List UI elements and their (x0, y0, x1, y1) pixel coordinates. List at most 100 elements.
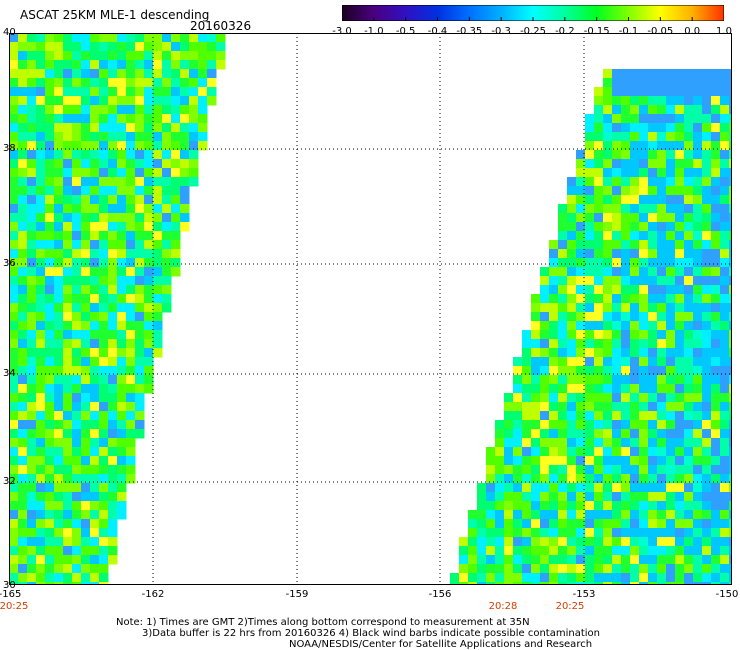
swath-cell (81, 105, 91, 115)
swath-cell (216, 42, 226, 52)
swath-cell (711, 294, 721, 304)
swath-map (9, 33, 732, 585)
swath-cell (90, 564, 100, 574)
swath-cell (711, 582, 721, 585)
swath-cell (729, 492, 732, 502)
swath-cell (135, 303, 145, 313)
swath-cell (144, 96, 154, 106)
swath-cell (639, 456, 649, 466)
swath-cell (675, 96, 685, 106)
swath-cell (729, 573, 732, 583)
swath-cell (621, 582, 631, 585)
swath-cell (63, 438, 73, 448)
swath-cell (108, 339, 118, 349)
swath-cell (36, 564, 46, 574)
swath-cell (621, 177, 631, 187)
swath-cell (99, 42, 109, 52)
swath-cell (720, 303, 730, 313)
swath-cell (657, 69, 667, 79)
swath-cell (45, 537, 55, 547)
swath-cell (522, 402, 532, 412)
swath-cell (558, 456, 568, 466)
swath-cell (504, 465, 514, 475)
swath-cell (621, 393, 631, 403)
swath-cell (153, 339, 163, 349)
swath-cell (639, 186, 649, 196)
swath-cell (153, 177, 163, 187)
swath-cell (720, 96, 730, 106)
swath-cell (198, 51, 208, 61)
swath-cell (693, 303, 703, 313)
swath-cell (54, 429, 64, 439)
swath-cell (684, 186, 694, 196)
swath-cell (117, 339, 127, 349)
swath-cell (684, 204, 694, 214)
swath-cell (18, 168, 28, 178)
swath-cell (702, 339, 712, 349)
swath-cell (18, 492, 28, 502)
swath-cell (540, 492, 550, 502)
swath-cell (648, 150, 658, 160)
swath-cell (90, 573, 100, 583)
swath-cell (27, 555, 37, 565)
swath-cell (675, 195, 685, 205)
swath-cell (99, 195, 109, 205)
swath-cell (153, 348, 163, 358)
swath-cell (639, 555, 649, 565)
swath-cell (684, 555, 694, 565)
swath-cell (585, 393, 595, 403)
swath-cell (693, 96, 703, 106)
swath-cell (108, 537, 118, 547)
colorbar-label: -0.05 (647, 26, 674, 37)
swath-cell (171, 168, 181, 178)
swath-cell (135, 357, 145, 367)
swath-cell (162, 69, 172, 79)
swath-cell (639, 474, 649, 484)
swath-cell (144, 258, 154, 268)
swath-cell (513, 519, 523, 529)
swath-cell (72, 87, 82, 97)
swath-cell (108, 141, 118, 151)
swath-cell (648, 159, 658, 169)
swath-cell (27, 60, 37, 70)
swath-cell (54, 96, 64, 106)
swath-cell (108, 204, 118, 214)
swath-cell (630, 330, 640, 340)
swath-cell (630, 321, 640, 331)
swath-cell (9, 366, 19, 376)
swath-cell (153, 186, 163, 196)
swath-cell (135, 195, 145, 205)
swath-cell (693, 159, 703, 169)
swath-cell (558, 528, 568, 538)
swath-cell (711, 519, 721, 529)
swath-cell (36, 483, 46, 493)
swath-cell (540, 447, 550, 457)
swath-cell (702, 519, 712, 529)
swath-cell (90, 213, 100, 223)
swath-cell (63, 330, 73, 340)
swath-cell (171, 60, 181, 70)
swath-cell (594, 564, 604, 574)
swath-cell (54, 321, 64, 331)
swath-cell (126, 312, 136, 322)
swath-cell (162, 60, 172, 70)
swath-cell (729, 582, 732, 585)
swath-cell (558, 384, 568, 394)
swath-cell (117, 78, 127, 88)
swath-cell (639, 573, 649, 583)
swath-cell (459, 537, 469, 547)
swath-cell (36, 447, 46, 457)
swath-cell (9, 483, 19, 493)
swath-cell (711, 105, 721, 115)
swath-cell (612, 330, 622, 340)
swath-cell (117, 393, 127, 403)
swath-cell (711, 303, 721, 313)
swath-cell (684, 420, 694, 430)
swath-cell (27, 582, 37, 585)
swath-cell (648, 78, 658, 88)
swath-cell (117, 330, 127, 340)
swath-cell (639, 168, 649, 178)
swath-cell (567, 213, 577, 223)
swath-cell (18, 294, 28, 304)
swath-cell (648, 285, 658, 295)
